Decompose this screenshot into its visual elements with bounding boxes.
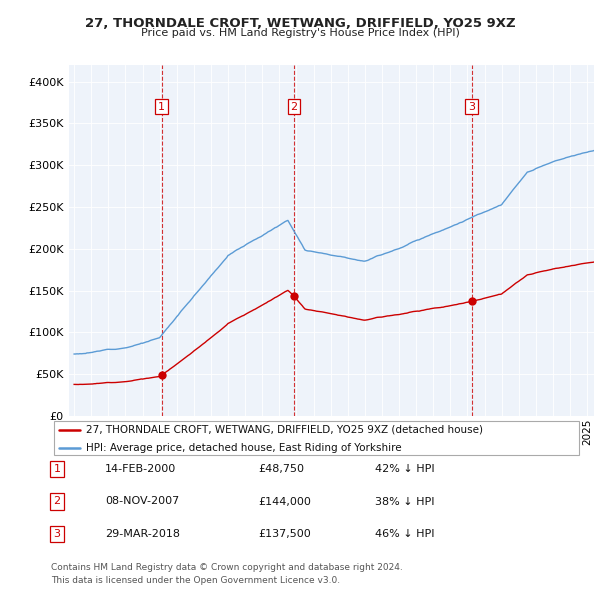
Text: 29-MAR-2018: 29-MAR-2018 bbox=[105, 529, 180, 539]
Text: 2: 2 bbox=[290, 101, 298, 112]
Text: 14-FEB-2000: 14-FEB-2000 bbox=[105, 464, 176, 474]
Text: £137,500: £137,500 bbox=[258, 529, 311, 539]
Text: 27, THORNDALE CROFT, WETWANG, DRIFFIELD, YO25 9XZ (detached house): 27, THORNDALE CROFT, WETWANG, DRIFFIELD,… bbox=[86, 425, 482, 435]
Text: 27, THORNDALE CROFT, WETWANG, DRIFFIELD, YO25 9XZ: 27, THORNDALE CROFT, WETWANG, DRIFFIELD,… bbox=[85, 17, 515, 30]
Text: Price paid vs. HM Land Registry's House Price Index (HPI): Price paid vs. HM Land Registry's House … bbox=[140, 28, 460, 38]
Text: Contains HM Land Registry data © Crown copyright and database right 2024.: Contains HM Land Registry data © Crown c… bbox=[51, 563, 403, 572]
Text: 42% ↓ HPI: 42% ↓ HPI bbox=[375, 464, 434, 474]
Text: 46% ↓ HPI: 46% ↓ HPI bbox=[375, 529, 434, 539]
Text: 3: 3 bbox=[468, 101, 475, 112]
Text: £144,000: £144,000 bbox=[258, 497, 311, 506]
Text: £48,750: £48,750 bbox=[258, 464, 304, 474]
Text: 3: 3 bbox=[53, 529, 61, 539]
Text: 1: 1 bbox=[158, 101, 165, 112]
Text: 38% ↓ HPI: 38% ↓ HPI bbox=[375, 497, 434, 506]
Text: 08-NOV-2007: 08-NOV-2007 bbox=[105, 497, 179, 506]
FancyBboxPatch shape bbox=[53, 421, 580, 455]
Text: HPI: Average price, detached house, East Riding of Yorkshire: HPI: Average price, detached house, East… bbox=[86, 442, 401, 453]
Text: This data is licensed under the Open Government Licence v3.0.: This data is licensed under the Open Gov… bbox=[51, 576, 340, 585]
Text: 1: 1 bbox=[53, 464, 61, 474]
Text: 2: 2 bbox=[53, 497, 61, 506]
